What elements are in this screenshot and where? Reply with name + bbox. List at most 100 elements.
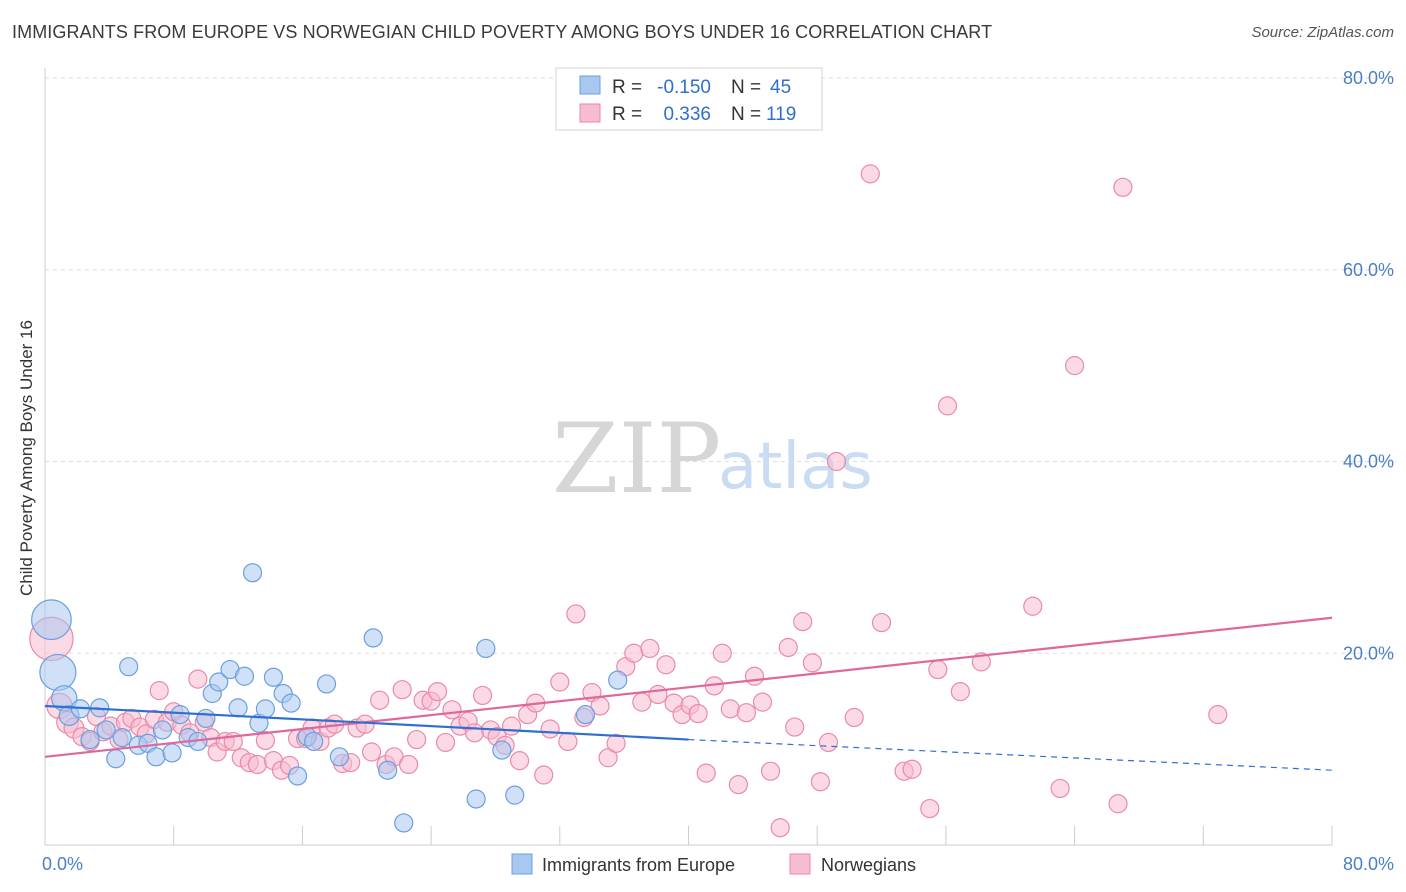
norwegians-point-110 [937, 396, 958, 416]
norwegians-point-42 [355, 714, 375, 734]
norwegians-point-85 [688, 704, 708, 724]
immigrants-point-1 [39, 653, 77, 692]
norwegians-point-63 [509, 751, 530, 771]
trend-line-immigrants [44, 704, 689, 741]
stats-blue-n-value: 45 [770, 77, 791, 98]
immigrants-point-10 [119, 657, 139, 677]
legend-pink-swatch [789, 853, 811, 875]
norwegians-point-94 [760, 761, 781, 781]
y-tick-label-80: 80.0% [1343, 68, 1394, 88]
immigrants-point-37 [378, 760, 398, 780]
legend-immigrants-label: Immigrants from Europe [542, 855, 735, 875]
norwegians-point-99 [802, 653, 822, 673]
norwegians-point-29 [255, 730, 275, 751]
immigrants-point-24 [234, 666, 255, 686]
source-credit: Source: ZipAtlas.com [1251, 24, 1394, 41]
immigrants-point-34 [316, 674, 337, 694]
norwegians-point-109 [928, 659, 948, 680]
immigrants-point-19 [196, 708, 216, 729]
trend-line-norwegians [44, 616, 1333, 758]
immigrants-point-42 [505, 785, 525, 805]
watermark: ZIP atlas [552, 403, 873, 515]
stats-blue-n-label: N = [731, 77, 761, 98]
immigrants-point-13 [146, 747, 166, 767]
x-tick-label-max: 80.0% [1343, 854, 1394, 874]
x-tick-label-min: 0.0% [42, 854, 83, 874]
norwegians-point-105 [871, 612, 892, 633]
norwegians-point-69 [558, 731, 578, 752]
y-tick-labels: 20.0% 40.0% 60.0% 80.0% [1343, 68, 1394, 663]
norwegians-point-80 [648, 684, 668, 705]
norwegians-point-90 [728, 774, 748, 795]
norwegians-point-70 [566, 604, 586, 624]
immigrants-point-44 [608, 670, 628, 690]
series-immigrants-points [31, 563, 628, 833]
series-legend: Immigrants from Europe Norwegians [511, 853, 916, 875]
norwegians-point-108 [920, 798, 940, 819]
norwegians-point-81 [656, 655, 676, 675]
immigrants-point-23 [228, 698, 248, 718]
norwegians-point-44 [370, 690, 390, 710]
norwegians-point-67 [540, 719, 560, 739]
immigrants-point-0 [31, 599, 72, 641]
y-tick-label-60: 60.0% [1343, 260, 1394, 280]
norwegians-point-53 [435, 732, 456, 753]
immigrants-point-15 [162, 743, 182, 763]
stats-pink-swatch [579, 103, 601, 123]
norwegians-point-104 [860, 164, 880, 184]
legend-blue-swatch [511, 853, 533, 875]
y-axis-label: Child Poverty Among Boys Under 16 [17, 320, 36, 596]
stats-blue-r-value: -0.150 [657, 77, 711, 98]
norwegians-point-92 [744, 666, 765, 686]
stats-blue-swatch [579, 75, 601, 95]
norwegians-point-54 [442, 700, 462, 720]
immigrants-point-39 [466, 789, 486, 809]
norwegians-point-93 [752, 692, 773, 712]
immigrants-point-41 [492, 740, 512, 760]
immigrants-point-25 [242, 563, 263, 583]
immigrants-point-35 [329, 747, 350, 767]
trend-line-immigrants-extension [688, 738, 1333, 771]
stats-pink-n-value: 119 [766, 104, 796, 125]
norwegians-point-68 [550, 672, 570, 692]
immigrants-point-9 [112, 728, 132, 748]
norwegians-point-101 [818, 732, 839, 753]
norwegians-point-116 [1108, 794, 1128, 814]
norwegians-point-28 [247, 754, 267, 775]
norwegians-point-97 [785, 717, 805, 737]
norwegians-point-66 [534, 765, 554, 785]
norwegians-point-77 [624, 643, 644, 663]
norwegians-point-113 [1023, 596, 1043, 616]
immigrants-point-36 [363, 628, 383, 648]
y-tick-label-40: 40.0% [1343, 452, 1394, 472]
immigrants-point-27 [255, 699, 275, 719]
y-tick-label-20: 20.0% [1343, 643, 1394, 663]
norwegians-point-47 [392, 680, 412, 700]
norwegians-point-102 [826, 451, 847, 472]
immigrants-point-43 [575, 705, 596, 725]
norwegians-point-52 [427, 681, 448, 702]
norwegians-point-58 [472, 685, 493, 706]
norwegians-point-89 [720, 699, 740, 719]
norwegians-point-43 [361, 742, 382, 762]
immigrants-point-16 [170, 705, 190, 725]
norwegians-point-86 [696, 763, 716, 783]
norwegians-point-91 [736, 703, 757, 723]
norwegians-point-74 [598, 748, 618, 768]
norwegians-point-48 [398, 754, 419, 775]
norwegians-point-98 [793, 612, 813, 632]
stats-blue-r-label: R = [612, 77, 642, 98]
norwegians-point-78 [632, 692, 652, 712]
norwegians-point-15 [149, 681, 169, 701]
norwegians-point-100 [810, 772, 831, 792]
norwegians-point-112 [971, 652, 991, 672]
norwegians-point-115 [1064, 356, 1085, 376]
norwegians-point-20 [188, 669, 208, 689]
norwegians-point-62 [501, 716, 522, 736]
chart-title: IMMIGRANTS FROM EUROPE VS NORWEGIAN CHIL… [12, 22, 993, 42]
stats-legend: R = -0.150 N = 45 R = 0.336 N = 119 [555, 67, 823, 131]
immigrants-point-38 [394, 813, 414, 833]
immigrants-point-33 [304, 731, 324, 752]
immigrants-point-14 [152, 720, 173, 740]
